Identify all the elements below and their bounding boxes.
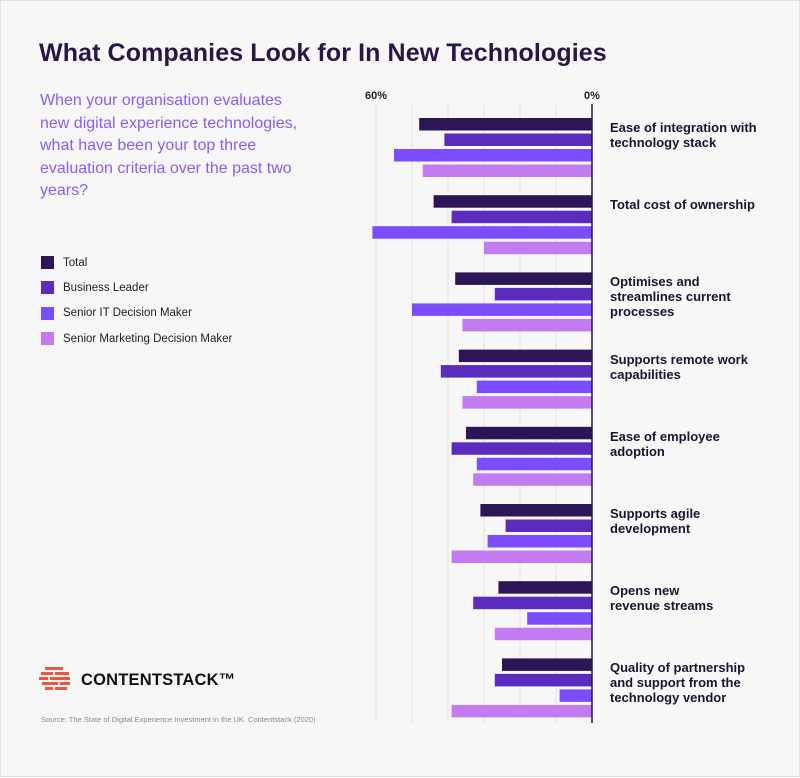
bar — [440, 365, 592, 378]
bar — [476, 457, 592, 471]
category-label: Opens new revenue streams — [610, 583, 714, 614]
bar — [476, 380, 592, 394]
legend-swatch-total — [41, 256, 54, 270]
chart-legend: Total Business Leader Senior IT Decision… — [41, 250, 232, 351]
bar — [412, 303, 592, 316]
bar — [494, 627, 592, 641]
page-title: What Companies Look for In New Technolog… — [39, 39, 607, 67]
legend-swatch-senior-marketing — [41, 332, 54, 346]
bar — [494, 673, 592, 687]
bar — [487, 535, 592, 548]
bar — [480, 504, 592, 517]
bar — [451, 210, 592, 224]
bar — [394, 149, 592, 162]
legend-item-business-leader: Business Leader — [41, 275, 232, 300]
bar — [451, 442, 592, 455]
bar — [422, 164, 592, 177]
bar — [433, 195, 592, 208]
x-tick-label: 0% — [584, 90, 600, 102]
bar — [462, 318, 592, 332]
source-note: Source: The State of Digital Experience … — [41, 715, 316, 724]
category-label: Total cost of ownership — [610, 197, 755, 213]
category-label: Ease of integration with technology stack — [610, 120, 757, 150]
brand-name: CONTENTSTACK™ — [81, 670, 236, 689]
bar — [444, 133, 592, 146]
legend-label-business-leader: Business Leader — [63, 281, 149, 294]
x-tick-label: 60% — [365, 90, 387, 102]
legend-label-senior-it: Senior IT Decision Maker — [63, 307, 192, 320]
bar — [505, 519, 592, 532]
contentstack-logo-icon — [39, 667, 70, 690]
legend-label-senior-marketing: Senior Marketing Decision Maker — [63, 332, 233, 345]
bar — [484, 241, 592, 255]
legend-label-total: Total — [63, 256, 88, 269]
bar — [502, 658, 592, 671]
category-label: Quality of partnership and support from t… — [610, 660, 746, 706]
bar — [473, 473, 592, 486]
legend-item-total: Total — [41, 250, 232, 275]
survey-question: When your organisation evaluates new dig… — [40, 92, 298, 199]
legend-swatch-senior-it — [41, 306, 54, 320]
bar — [458, 349, 592, 363]
category-label: Optimises and streamlines current processe… — [610, 274, 731, 320]
legend-item-senior-it: Senior IT Decision Maker — [41, 301, 232, 326]
brand-logo: CONTENTSTACK™ — [39, 667, 235, 693]
category-label: Ease of employee adoption — [610, 428, 720, 459]
category-label: Supports agile development — [610, 506, 701, 536]
bar — [494, 287, 592, 301]
bar — [451, 704, 592, 718]
bar — [419, 118, 592, 131]
bar — [527, 612, 592, 625]
bar — [372, 226, 592, 239]
bar — [473, 596, 592, 610]
legend-item-senior-marketing: Senior Marketing Decision Maker — [41, 326, 232, 351]
bar — [466, 426, 592, 440]
legend-swatch-business-leader — [41, 281, 54, 295]
bar — [462, 396, 592, 409]
bar — [498, 581, 592, 594]
bar — [451, 550, 592, 563]
category-label: Supports remote work capabilities — [610, 351, 748, 382]
bar — [455, 272, 592, 285]
bar — [559, 689, 592, 702]
